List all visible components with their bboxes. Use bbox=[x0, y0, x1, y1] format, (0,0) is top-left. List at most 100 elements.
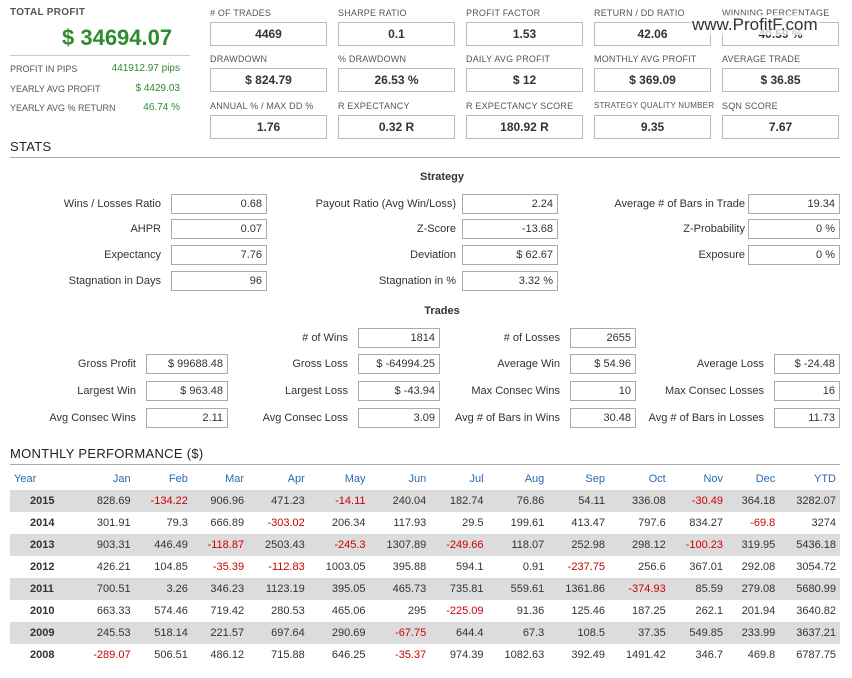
year-cell: 2010 bbox=[30, 605, 55, 617]
stat-value: -13.68 bbox=[462, 219, 558, 239]
month-value-cell: 574.46 bbox=[154, 605, 188, 617]
month-value-cell: 469.8 bbox=[747, 649, 776, 661]
month-value-cell: 395.05 bbox=[308, 578, 370, 600]
month-value-cell: 104.85 bbox=[154, 561, 188, 573]
month-value-cell: 336.08 bbox=[608, 490, 670, 512]
stat-value: 2655 bbox=[570, 328, 636, 348]
kpi-value-pct-drawdown: 26.53 % bbox=[338, 68, 455, 92]
column-header: Jul bbox=[469, 473, 484, 485]
year-cell: 2011 bbox=[10, 578, 78, 600]
month-value-cell: 486.12 bbox=[210, 649, 245, 661]
month-value-cell: 319.95 bbox=[727, 534, 780, 556]
month-value-cell: 715.88 bbox=[271, 649, 305, 661]
month-value-cell: 465.73 bbox=[369, 578, 431, 600]
stat-value: $ 62.67 bbox=[462, 245, 558, 265]
kpi-label: DRAWDOWN bbox=[210, 54, 268, 64]
profit-in-pips-label: PROFIT IN PIPS bbox=[10, 64, 78, 74]
yearly-avg-return-label: YEARLY AVG % RETURN bbox=[10, 103, 116, 113]
table-row: 2010 663.33 574.46 719.42 280.53 465.06 295 -22… bbox=[10, 600, 840, 622]
stat-label: Largest Win bbox=[77, 385, 136, 397]
column-header: Aug bbox=[524, 473, 545, 485]
month-value-cell: -134.22 bbox=[134, 490, 192, 512]
stat-label: Deviation bbox=[410, 249, 456, 261]
stat-value: 96 bbox=[171, 271, 267, 291]
month-value-cell: 206.34 bbox=[331, 517, 366, 529]
month-value-cell: -14.11 bbox=[308, 490, 370, 512]
stat-label: Z-Probability bbox=[683, 223, 745, 235]
stat-label: Avg Consec Wins bbox=[49, 412, 136, 424]
month-value-cell: 91.36 bbox=[516, 605, 545, 617]
monthly-performance-title: MONTHLY PERFORMANCE ($) bbox=[10, 446, 204, 461]
kpi-value-drawdown: $ 824.79 bbox=[210, 68, 327, 92]
table-row: 2008 -289.07 506.51 486.12 715.88 646.25 -35.3… bbox=[10, 644, 840, 666]
stat-value: $ -64994.25 bbox=[358, 354, 440, 374]
stat-value: 30.48 bbox=[570, 408, 636, 428]
stat-value: 0.68 bbox=[171, 194, 267, 214]
kpi-label: STRATEGY QUALITY NUMBER bbox=[594, 101, 715, 110]
stat-label: # of Wins bbox=[302, 332, 348, 344]
month-value-cell: 125.46 bbox=[571, 605, 605, 617]
column-header: Nov bbox=[703, 473, 724, 485]
kpi-label: R EXPECTANCY bbox=[338, 101, 410, 111]
month-value-cell: -118.87 bbox=[191, 534, 249, 556]
kpi-value-monthly-avg: $ 369.09 bbox=[594, 68, 711, 92]
stat-label: Stagnation in % bbox=[378, 275, 456, 287]
column-header: Jun bbox=[408, 473, 427, 485]
month-value-cell: 187.25 bbox=[632, 605, 666, 617]
stats-divider bbox=[10, 157, 840, 158]
yearly-avg-return-value: 46.74 % bbox=[143, 102, 180, 113]
stat-value: $ 963.48 bbox=[146, 381, 228, 401]
month-value-cell: 5436.18 bbox=[779, 534, 840, 556]
kpi-label: # OF TRADES bbox=[210, 8, 272, 18]
stat-label: Max Consec Wins bbox=[471, 385, 560, 397]
month-value-cell: 1123.19 bbox=[248, 578, 309, 600]
month-value-cell: 906.96 bbox=[191, 490, 249, 512]
kpi-label: SHARPE RATIO bbox=[338, 8, 407, 18]
month-value-cell: 346.7 bbox=[695, 649, 724, 661]
kpi-label: DAILY AVG PROFIT bbox=[466, 54, 551, 64]
month-value-cell: 252.98 bbox=[548, 534, 609, 556]
month-value-cell: 76.86 bbox=[487, 490, 549, 512]
stat-label: Stagnation in Days bbox=[68, 275, 161, 287]
kpi-value-sqn-score: 7.67 bbox=[722, 115, 839, 139]
kpi-value-profit-factor: 1.53 bbox=[466, 22, 583, 46]
month-value-cell: 663.33 bbox=[96, 605, 131, 617]
kpi-label: WINNING PERCENTAGE bbox=[722, 8, 830, 18]
month-value-cell: 5680.99 bbox=[779, 578, 840, 600]
monthly-performance-table: Year Jan Feb Mar Apr May Jun Jul Aug Sep Oct Nov Dec… bbox=[10, 468, 840, 666]
kpi-label: PROFIT FACTOR bbox=[466, 8, 541, 18]
kpi-value-sqn: 9.35 bbox=[594, 115, 711, 139]
month-value-cell: 644.4 bbox=[430, 622, 488, 644]
month-value-cell: 646.25 bbox=[331, 649, 366, 661]
month-value-cell: 280.53 bbox=[271, 605, 305, 617]
column-header: Oct bbox=[648, 473, 666, 485]
month-value-cell: 364.18 bbox=[727, 490, 780, 512]
stat-value: 2.24 bbox=[462, 194, 558, 214]
month-value-cell: 395.88 bbox=[392, 561, 427, 573]
kpi-label: % DRAWDOWN bbox=[338, 54, 407, 64]
month-value-cell: 295 bbox=[407, 605, 427, 617]
stat-label: Average Win bbox=[497, 358, 560, 370]
month-value-cell: 426.21 bbox=[96, 561, 131, 573]
month-value-cell: 666.89 bbox=[210, 517, 245, 529]
month-value-cell: 594.1 bbox=[456, 561, 484, 573]
table-row: 2012 426.21 104.85 -35.39 -112.83 1003.05 395.… bbox=[10, 556, 840, 578]
month-value-cell: 67.3 bbox=[487, 622, 549, 644]
table-body: 2015 828.69 -134.22 906.96 471.23 -14.11 240.0… bbox=[10, 490, 840, 666]
month-value-cell: -69.8 bbox=[750, 517, 776, 529]
stat-label: Z-Score bbox=[416, 223, 456, 235]
column-header: Apr bbox=[287, 473, 305, 485]
month-value-cell: 1082.63 bbox=[504, 649, 545, 661]
month-value-cell: 346.23 bbox=[191, 578, 249, 600]
total-profit-label: TOTAL PROFIT bbox=[10, 7, 86, 18]
stat-value: 3.09 bbox=[358, 408, 440, 428]
stat-label: Max Consec Losses bbox=[664, 385, 764, 397]
month-value-cell: 262.1 bbox=[695, 605, 724, 617]
year-cell: 2009 bbox=[10, 622, 78, 644]
kpi-label: AVERAGE TRADE bbox=[722, 54, 801, 64]
month-value-cell: 1361.86 bbox=[548, 578, 609, 600]
month-value-cell: 3054.72 bbox=[796, 561, 836, 573]
kpi-label: SQN SCORE bbox=[722, 101, 778, 111]
month-value-cell: -35.37 bbox=[395, 649, 427, 661]
column-header: YTD bbox=[814, 473, 836, 485]
